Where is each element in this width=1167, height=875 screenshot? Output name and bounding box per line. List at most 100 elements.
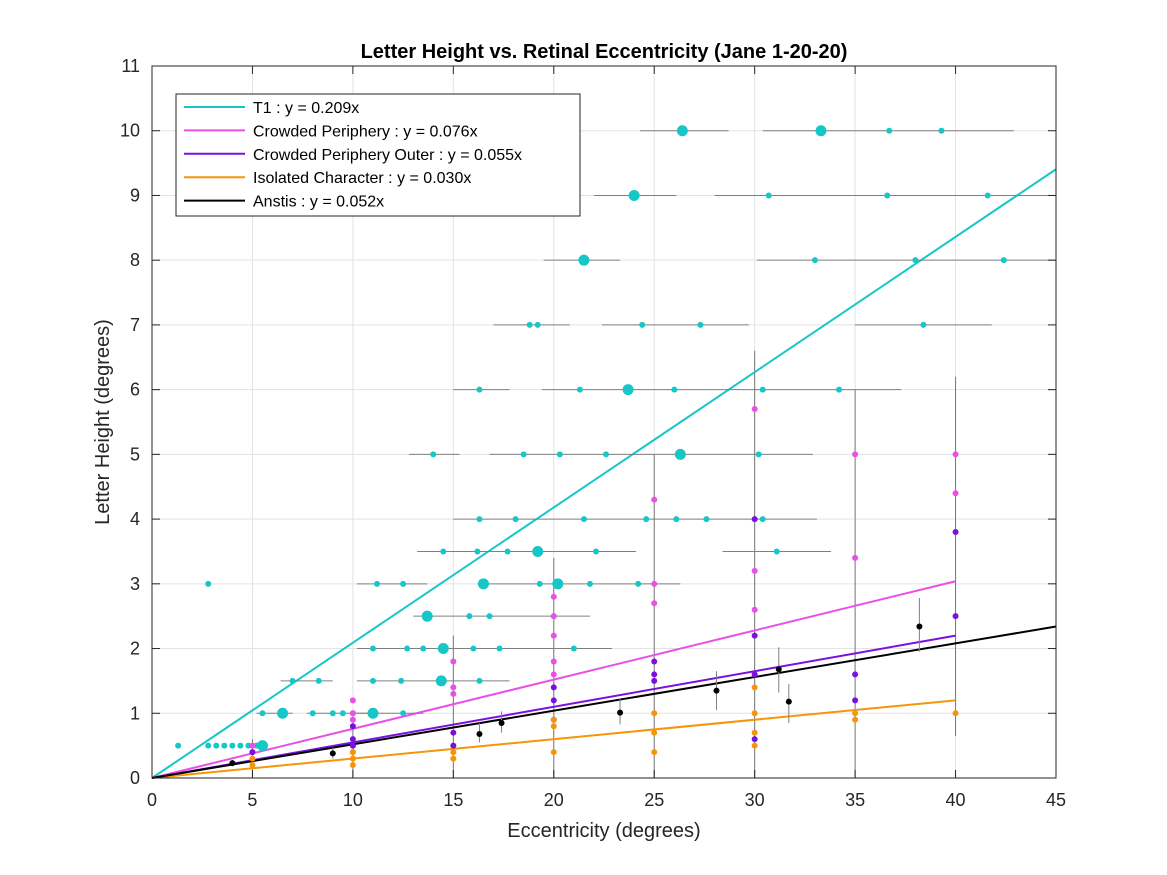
chart-title: Letter Height vs. Retinal Eccentricity (… — [361, 41, 848, 63]
data-point — [886, 127, 893, 134]
data-point — [534, 321, 541, 328]
data-point — [349, 742, 356, 749]
data-point — [404, 645, 411, 652]
data-point — [651, 600, 658, 607]
y-tick-label: 0 — [130, 768, 140, 788]
data-point — [1000, 257, 1007, 264]
data-point — [349, 762, 356, 769]
data-point — [349, 710, 356, 717]
y-tick-label: 8 — [130, 250, 140, 270]
data-point — [651, 580, 658, 587]
data-point — [450, 658, 457, 665]
data-point — [550, 613, 557, 620]
y-tick-label: 11 — [121, 56, 140, 76]
data-point — [759, 516, 766, 523]
data-point — [703, 516, 710, 523]
data-point — [755, 451, 762, 458]
y-tick-label: 2 — [130, 639, 140, 659]
data-point — [952, 490, 959, 497]
fit-line — [151, 699, 956, 779]
x-tick-label: 45 — [1046, 790, 1066, 810]
data-point — [751, 729, 758, 736]
data-point — [852, 716, 859, 723]
data-point — [952, 710, 959, 717]
legend-entry: Crowded Periphery : y = 0.076x — [253, 123, 478, 140]
data-point — [205, 580, 212, 587]
data-point — [651, 496, 658, 503]
data-point — [751, 632, 758, 639]
data-point — [603, 451, 610, 458]
data-point — [550, 684, 557, 691]
data-point — [697, 321, 704, 328]
data-point — [713, 687, 720, 694]
y-tick-label: 1 — [130, 703, 140, 723]
y-tick-label: 6 — [130, 380, 140, 400]
data-point — [339, 710, 346, 717]
data-point — [213, 742, 220, 749]
fit-line — [151, 634, 956, 779]
data-point — [435, 675, 447, 687]
data-point — [617, 709, 624, 716]
data-point — [550, 593, 557, 600]
data-point — [852, 710, 859, 717]
y-tick-label: 5 — [130, 444, 140, 464]
data-point — [450, 690, 457, 697]
data-point — [430, 451, 437, 458]
data-point — [550, 671, 557, 678]
data-point — [229, 742, 236, 749]
data-point — [421, 610, 433, 622]
data-point — [486, 613, 493, 620]
data-point — [315, 677, 322, 684]
data-point — [852, 671, 859, 678]
data-point — [237, 742, 244, 749]
data-point — [673, 516, 680, 523]
data-point — [674, 448, 686, 460]
data-point — [550, 697, 557, 704]
data-point — [815, 125, 827, 137]
data-point — [952, 613, 959, 620]
data-point — [751, 567, 758, 574]
legend: T1 : y = 0.209x Crowded Periphery : y = 0… — [175, 93, 581, 217]
data-points — [175, 125, 1007, 769]
data-point — [912, 257, 919, 264]
data-point — [512, 516, 519, 523]
data-point — [635, 580, 642, 587]
y-tick-label: 9 — [130, 185, 140, 205]
y-tick-label: 7 — [130, 315, 140, 335]
data-point — [259, 710, 266, 717]
data-point — [639, 321, 646, 328]
data-point — [651, 677, 658, 684]
data-point — [450, 755, 457, 762]
data-point — [249, 742, 256, 749]
data-point — [477, 578, 489, 590]
fit-line — [151, 168, 1057, 779]
x-tick-label: 35 — [845, 790, 865, 810]
data-point — [498, 719, 505, 726]
data-point — [289, 677, 296, 684]
data-point — [836, 386, 843, 393]
data-point — [349, 749, 356, 756]
data-point — [466, 613, 473, 620]
data-point — [476, 730, 483, 737]
data-point — [400, 710, 407, 717]
data-point — [526, 321, 533, 328]
x-axis-label: Eccentricity (degrees) — [507, 820, 700, 842]
data-point — [676, 125, 688, 137]
data-point — [420, 645, 427, 652]
data-point — [765, 192, 772, 199]
data-point — [759, 386, 766, 393]
data-point — [450, 729, 457, 736]
data-point — [504, 548, 511, 555]
data-point — [476, 677, 483, 684]
data-point — [329, 710, 336, 717]
data-point — [532, 545, 544, 557]
data-point — [751, 516, 758, 523]
data-point — [349, 723, 356, 730]
data-point — [550, 716, 557, 723]
data-point — [556, 451, 563, 458]
data-point — [751, 736, 758, 743]
x-tick-label: 30 — [745, 790, 765, 810]
data-point — [309, 710, 316, 717]
y-axis-label: Letter Height (degrees) — [92, 319, 114, 525]
